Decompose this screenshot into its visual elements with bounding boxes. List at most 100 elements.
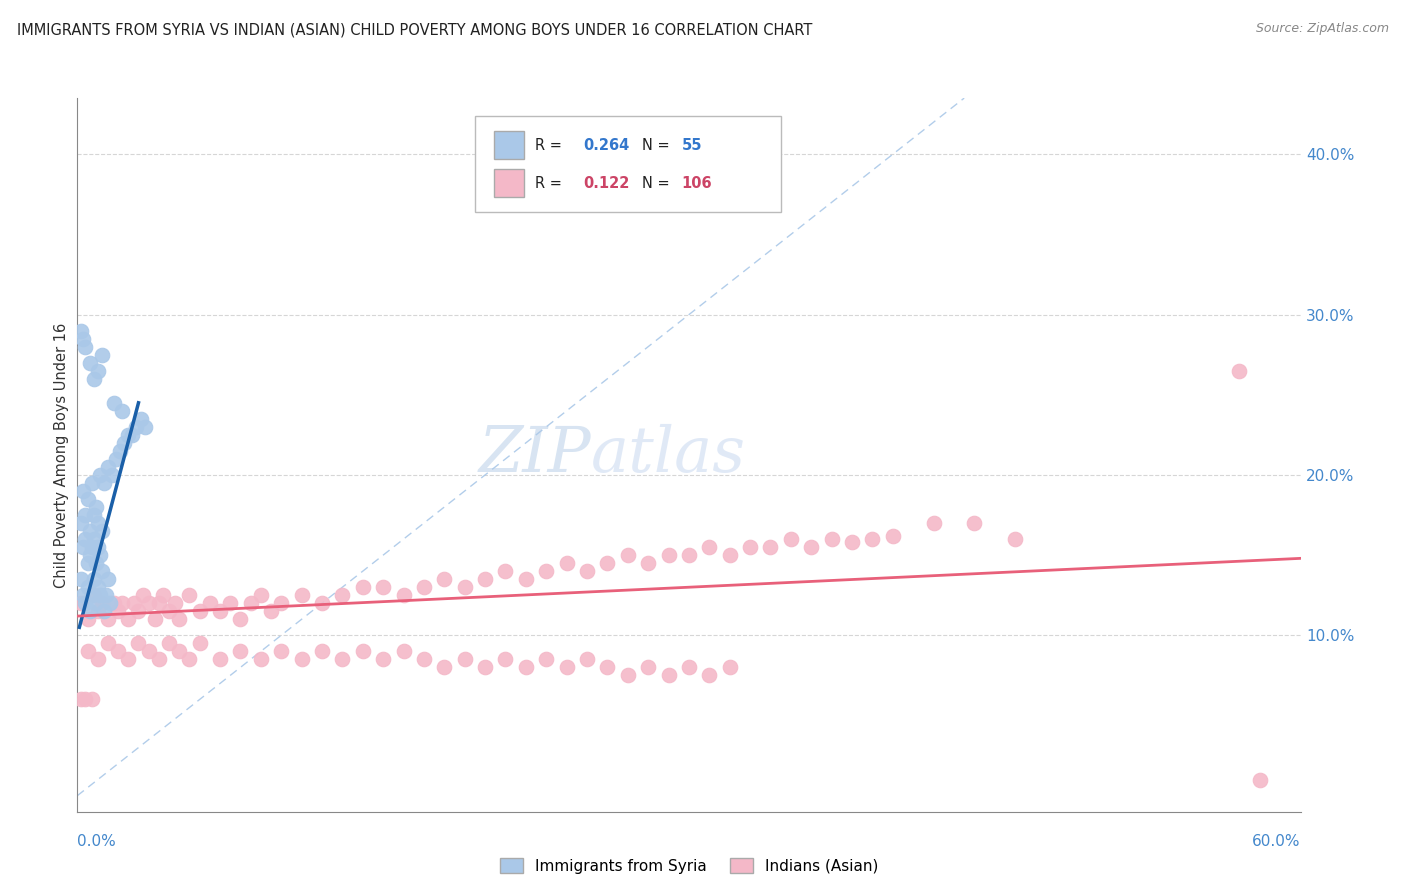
Point <box>1229 364 1251 378</box>
Point <box>922 516 945 530</box>
Point <box>209 604 232 618</box>
Point <box>352 580 374 594</box>
Point <box>658 668 681 682</box>
Point <box>72 588 94 602</box>
Point <box>90 524 112 538</box>
Point <box>97 636 120 650</box>
Point <box>209 652 232 666</box>
Point <box>699 540 721 554</box>
FancyBboxPatch shape <box>475 116 780 212</box>
Point <box>454 652 477 666</box>
Point <box>72 332 94 346</box>
Point <box>101 467 124 482</box>
Point <box>699 668 721 682</box>
Point <box>188 636 211 650</box>
Point <box>759 540 782 554</box>
Point <box>93 475 115 490</box>
Point <box>555 660 578 674</box>
Point <box>87 516 110 530</box>
Point <box>83 532 105 546</box>
Point <box>454 580 477 594</box>
Point <box>291 588 314 602</box>
Text: R =: R = <box>534 138 561 153</box>
Point <box>392 588 415 602</box>
Point <box>80 540 103 554</box>
Point <box>413 580 436 594</box>
Point <box>250 588 273 602</box>
Y-axis label: Child Poverty Among Boys Under 16: Child Poverty Among Boys Under 16 <box>53 322 69 588</box>
Point <box>138 644 160 658</box>
Text: 106: 106 <box>682 177 713 191</box>
Point <box>474 660 496 674</box>
Point <box>131 588 153 602</box>
Point <box>111 404 134 418</box>
Point <box>111 596 134 610</box>
Point <box>70 596 93 610</box>
Point <box>112 436 135 450</box>
Point <box>76 612 98 626</box>
Point <box>157 636 180 650</box>
Point <box>678 548 700 562</box>
Point <box>121 428 143 442</box>
Point <box>637 660 659 674</box>
Point <box>75 596 97 610</box>
Point <box>97 572 120 586</box>
Point <box>576 564 599 578</box>
Point <box>169 612 191 626</box>
Point <box>495 564 517 578</box>
Point <box>596 660 619 674</box>
Point <box>90 564 112 578</box>
Point <box>270 644 292 658</box>
Point <box>536 652 558 666</box>
Point <box>658 548 681 562</box>
Point <box>515 572 537 586</box>
Point <box>780 532 803 546</box>
Point <box>128 636 150 650</box>
Text: 0.122: 0.122 <box>583 177 630 191</box>
Point <box>84 500 107 514</box>
Point <box>70 572 93 586</box>
Point <box>94 588 117 602</box>
Point <box>117 612 139 626</box>
Point <box>79 548 101 562</box>
Text: 0.0%: 0.0% <box>77 834 117 849</box>
Point <box>332 652 354 666</box>
Point <box>93 604 115 618</box>
Point <box>87 580 110 594</box>
Point <box>134 420 156 434</box>
Text: atlas: atlas <box>591 424 747 486</box>
Point <box>97 459 120 474</box>
Point <box>311 596 333 610</box>
Point <box>371 580 394 594</box>
Point <box>188 604 211 618</box>
Point <box>79 604 101 618</box>
Point <box>105 451 128 466</box>
Point <box>103 596 125 610</box>
Point <box>107 604 129 618</box>
Point <box>270 596 292 610</box>
Point <box>124 596 146 610</box>
Point <box>89 588 111 602</box>
Point <box>79 524 101 538</box>
Text: N =: N = <box>643 177 671 191</box>
Text: IMMIGRANTS FROM SYRIA VS INDIAN (ASIAN) CHILD POVERTY AMONG BOYS UNDER 16 CORREL: IMMIGRANTS FROM SYRIA VS INDIAN (ASIAN) … <box>17 22 813 37</box>
Point <box>474 572 496 586</box>
Point <box>800 540 823 554</box>
Text: Source: ZipAtlas.com: Source: ZipAtlas.com <box>1256 22 1389 36</box>
Point <box>1249 772 1271 787</box>
Point <box>740 540 762 554</box>
Point <box>128 604 150 618</box>
Point <box>117 652 139 666</box>
Point <box>90 596 112 610</box>
Text: N =: N = <box>643 138 671 153</box>
Point <box>165 596 187 610</box>
Point <box>76 491 98 506</box>
Point <box>371 652 394 666</box>
Text: 55: 55 <box>682 138 702 153</box>
Point <box>821 532 844 546</box>
Point <box>80 588 103 602</box>
Point <box>75 692 97 706</box>
Point <box>87 540 110 554</box>
Point <box>83 372 105 386</box>
Point <box>87 604 110 618</box>
